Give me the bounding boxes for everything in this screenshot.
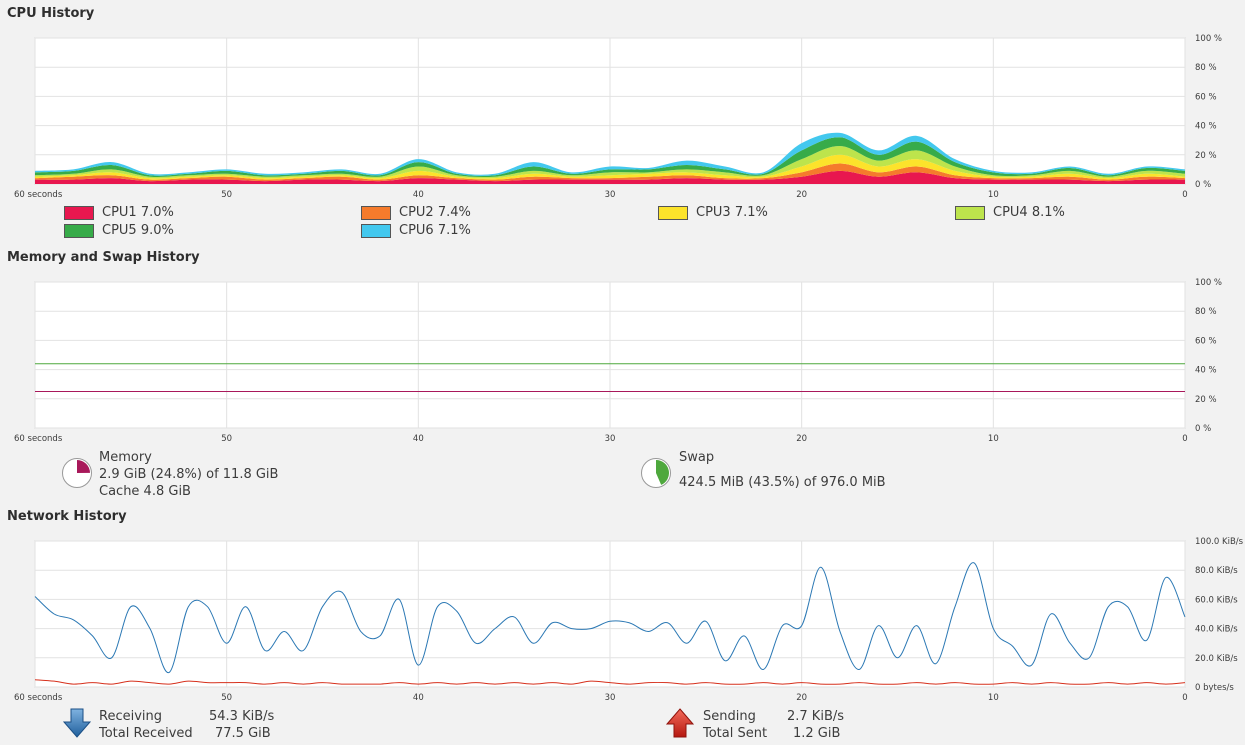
network-y-tick: 60.0 KiB/s	[1195, 595, 1238, 605]
cpu-y-tick: 60 %	[1195, 92, 1217, 102]
swap-usage: 424.5 MiB (43.5%) of 976.0 MiB	[679, 475, 886, 490]
receiving-label: Receiving	[99, 709, 163, 724]
network-y-tick: 20.0 KiB/s	[1195, 654, 1238, 664]
cpu4-value: 8.1%	[1031, 205, 1065, 220]
memory-x-tick: 50	[221, 434, 232, 444]
legend-cpu4[interactable]: CPU4 8.1%	[955, 205, 1065, 220]
memory-history-graph: 60 seconds 50 40 30 20 10 0 100 % 80 % 60 % 40 % 20…	[14, 278, 1222, 444]
network-y-tick: 80.0 KiB/s	[1195, 566, 1238, 576]
memory-label: Memory	[99, 450, 152, 465]
memory-x-tick: 20	[796, 434, 807, 444]
network-x-tick: 30	[605, 693, 616, 703]
cpu-history-title: CPU History	[7, 6, 95, 21]
memory-y-tick: 0 %	[1195, 424, 1211, 434]
total-received-label: Total Received	[99, 726, 193, 741]
network-x-tick: 60 seconds	[14, 693, 63, 703]
cpu2-color-swatch[interactable]	[361, 205, 391, 220]
cpu4-label: CPU4	[993, 205, 1028, 220]
cpu1-value: 7.0%	[140, 205, 174, 220]
cpu1-label: CPU1	[102, 205, 137, 220]
legend-cpu3[interactable]: CPU3 7.1%	[658, 205, 768, 220]
cpu2-label: CPU2	[399, 205, 434, 220]
memory-x-tick: 40	[413, 434, 424, 444]
network-x-tick: 50	[221, 693, 232, 703]
network-y-tick: 100.0 KiB/s	[1195, 537, 1244, 547]
legend-cpu2[interactable]: CPU2 7.4%	[361, 205, 471, 220]
cpu1-color-swatch[interactable]	[64, 205, 94, 220]
cpu-x-tick: 60 seconds	[14, 190, 63, 200]
cpu-y-tick: 0 %	[1195, 180, 1211, 190]
sending-label: Sending	[703, 709, 756, 724]
network-x-tick: 40	[413, 693, 424, 703]
network-y-tick: 0 bytes/s	[1195, 683, 1234, 693]
legend-cpu6[interactable]: CPU6 7.1%	[361, 223, 471, 238]
total-sent-value: 1.2 GiB	[793, 726, 841, 741]
sending-value: 2.7 KiB/s	[787, 709, 845, 724]
cpu1-area	[35, 170, 1185, 184]
sending-arrow-up-icon	[665, 708, 695, 738]
cpu-y-tick: 40 %	[1195, 122, 1217, 132]
total-sent-label: Total Sent	[703, 726, 768, 741]
memory-y-tick: 60 %	[1195, 336, 1217, 346]
cpu-x-tick: 40	[413, 190, 424, 200]
receiving-line	[34, 562, 1186, 673]
cpu6-area	[35, 132, 1185, 176]
swap-pie-icon	[656, 460, 669, 485]
network-y-tick: 40.0 KiB/s	[1195, 625, 1238, 635]
receiving-value: 54.3 KiB/s	[209, 709, 275, 724]
total-received-value: 77.5 GiB	[215, 726, 271, 741]
memory-cache: Cache 4.8 GiB	[99, 484, 191, 499]
legend-cpu5[interactable]: CPU5 9.0%	[64, 223, 174, 238]
network-x-tick: 10	[988, 693, 999, 703]
memory-y-tick: 40 %	[1195, 366, 1217, 376]
cpu-x-tick: 10	[988, 190, 999, 200]
cpu-y-tick: 80 %	[1195, 63, 1217, 73]
cpu2-value: 7.4%	[437, 205, 471, 220]
cpu3-value: 7.1%	[734, 205, 768, 220]
cpu6-value: 7.1%	[437, 223, 471, 238]
cpu-x-tick: 20	[796, 190, 807, 200]
legend-cpu1[interactable]: CPU1 7.0%	[64, 205, 174, 220]
cpu5-color-swatch[interactable]	[64, 223, 94, 238]
cpu5-label: CPU5	[102, 223, 137, 238]
network-history-graph: 60 seconds 50 40 30 20 10 0 100.0 KiB/s 80.0 KiB…	[14, 537, 1244, 703]
cpu-history-graph: 60 seconds 50 40 30 20 10 0 100 % 80 % 60 % 40 % 20…	[14, 34, 1222, 200]
cpu-x-tick: 50	[221, 190, 232, 200]
memory-x-tick: 0	[1182, 434, 1187, 444]
network-x-tick: 0	[1182, 693, 1187, 703]
swap-label: Swap	[679, 450, 715, 465]
cpu-y-tick: 20 %	[1195, 151, 1217, 161]
cpu-x-tick: 30	[605, 190, 616, 200]
cpu3-label: CPU3	[696, 205, 731, 220]
network-history-title: Network History	[7, 509, 127, 524]
cpu6-label: CPU6	[399, 223, 434, 238]
memory-y-tick: 100 %	[1195, 278, 1222, 288]
cpu6-color-swatch[interactable]	[361, 223, 391, 238]
memory-x-tick: 10	[988, 434, 999, 444]
cpu4-color-swatch[interactable]	[955, 205, 985, 220]
cpu3-color-swatch[interactable]	[658, 205, 688, 220]
memory-pie-chart[interactable]	[62, 458, 92, 488]
memory-y-tick: 80 %	[1195, 307, 1217, 317]
memory-x-tick: 60 seconds	[14, 434, 63, 444]
memory-history-title: Memory and Swap History	[7, 250, 200, 265]
cpu5-value: 9.0%	[140, 223, 174, 238]
cpu-x-tick: 0	[1182, 190, 1187, 200]
cpu2-area	[35, 163, 1185, 182]
memory-y-tick: 20 %	[1195, 395, 1217, 405]
memory-x-tick: 30	[605, 434, 616, 444]
receiving-arrow-down-icon	[62, 708, 92, 738]
memory-pie-icon	[77, 460, 90, 473]
swap-pie-chart[interactable]	[641, 458, 671, 488]
network-x-tick: 20	[796, 693, 807, 703]
sending-line	[34, 679, 1186, 685]
cpu-y-tick: 100 %	[1195, 34, 1222, 44]
memory-usage: 2.9 GiB (24.8%) of 11.8 GiB	[99, 467, 279, 482]
